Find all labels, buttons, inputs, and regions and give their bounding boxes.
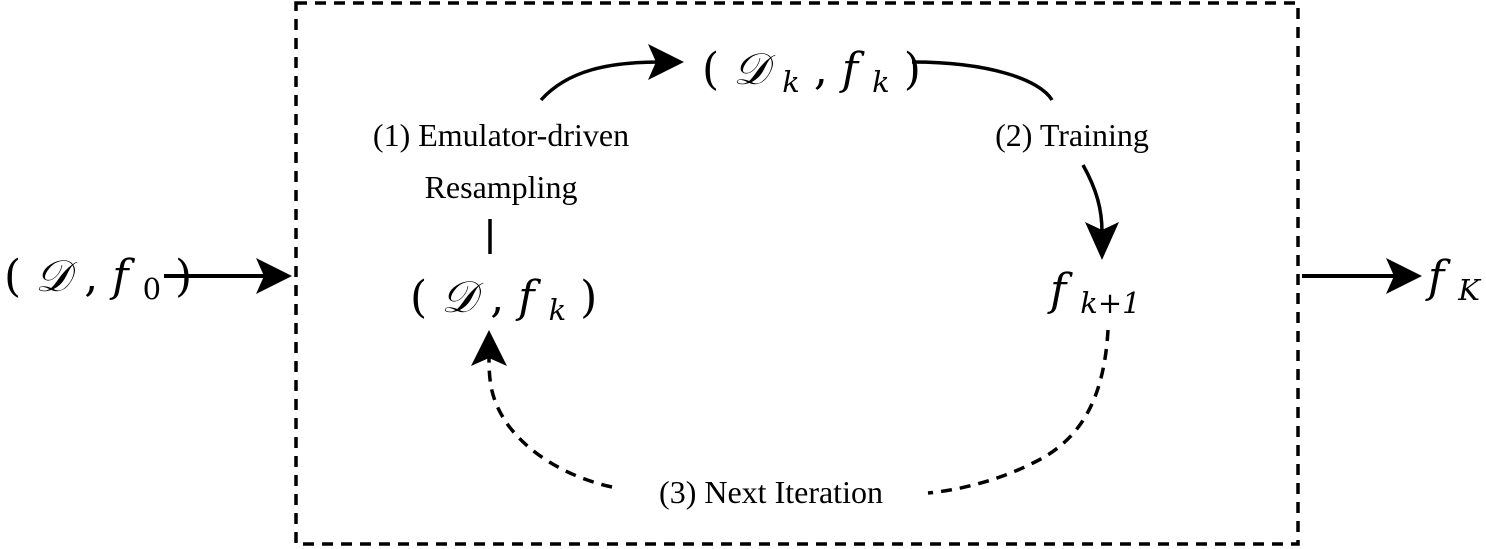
node-top-dataset-symbol: 𝒟 <box>733 44 776 95</box>
node-left-close-paren: ) <box>580 272 597 323</box>
output-label: f K <box>1425 252 1482 307</box>
step-next-iteration: (3) Next Iteration <box>659 474 883 510</box>
iteration-box <box>294 1 1300 546</box>
node-top-close-paren: ) <box>904 44 921 95</box>
training-arrow <box>911 60 1054 101</box>
input-model-subscript: 0 <box>143 272 161 306</box>
node-left-model-subscript: k <box>549 293 567 327</box>
output-model-subscript: K <box>1457 273 1482 307</box>
node-left-separator: , <box>490 272 518 323</box>
output-model-symbol: f <box>1425 252 1451 303</box>
input-model-symbol: f <box>109 251 135 302</box>
node-left-open-paren: ( <box>410 272 427 323</box>
node-right-model-subscript: k+1 <box>1080 286 1140 320</box>
input-separator: , <box>84 251 112 302</box>
node-left-model-symbol: f <box>515 272 541 323</box>
next-iteration-arrow-right <box>927 329 1110 495</box>
output-arrowhead <box>1386 258 1422 294</box>
node-left-dataset-symbol: 𝒟 <box>441 272 484 323</box>
node-top-separator: , <box>814 44 842 95</box>
node-right-model-symbol: f <box>1047 265 1073 316</box>
input-dataset-symbol: 𝒟 <box>35 251 78 302</box>
resampling-arrow <box>539 60 661 102</box>
input-label: ( 𝒟 , f 0 ) <box>4 251 192 310</box>
input-open-paren: ( <box>4 251 21 302</box>
node-top-label: ( 𝒟 k , f k ) <box>702 44 921 103</box>
training-arrow-lower <box>1081 164 1104 233</box>
next-iteration-arrow-left <box>487 357 613 489</box>
input-arrowhead <box>256 258 292 294</box>
node-left-label: ( 𝒟 , f k ) <box>410 272 597 331</box>
node-top-model-symbol: f <box>839 44 865 95</box>
node-top-dataset-subscript: k <box>782 65 800 99</box>
next-iteration-arrowhead <box>471 330 507 366</box>
step-resampling-line2: Resampling <box>425 169 578 205</box>
training-arrowhead <box>1085 222 1119 260</box>
step-resampling-line1: (1) Emulator-driven <box>373 117 629 153</box>
step-training: (2) Training <box>995 117 1149 153</box>
node-right-label: f k+1 <box>1047 265 1141 320</box>
node-top-model-subscript: k <box>872 65 890 99</box>
resampling-arrowhead <box>648 44 684 80</box>
node-top-open-paren: ( <box>702 44 719 95</box>
